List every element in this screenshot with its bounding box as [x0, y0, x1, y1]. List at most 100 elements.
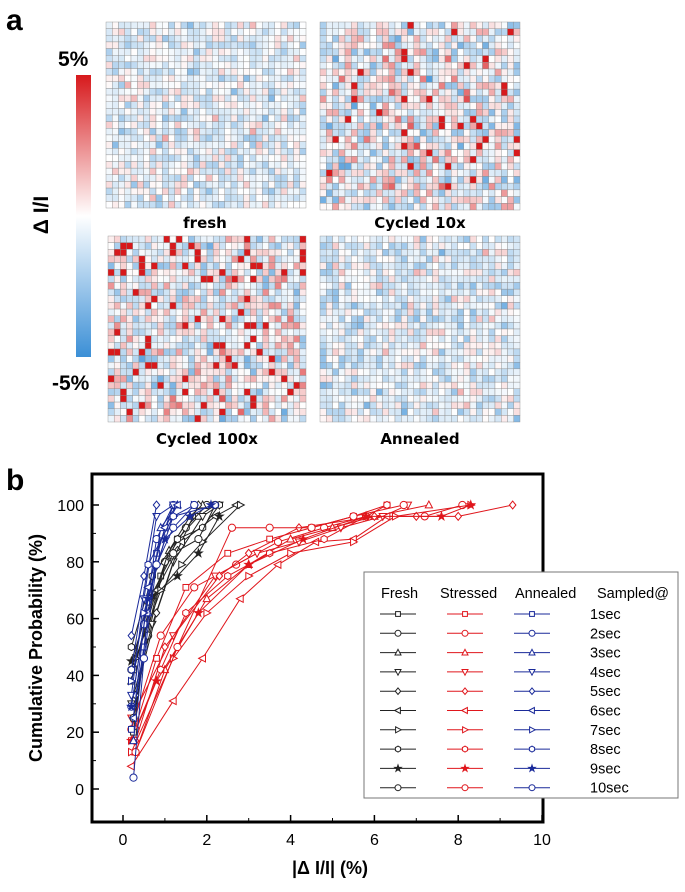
heatmap-cell [169, 375, 177, 383]
heatmap-cell [363, 62, 371, 70]
heatmap-cell [144, 308, 152, 316]
heatmap-cell [482, 28, 489, 36]
heatmap-cell [218, 148, 225, 156]
heatmap-cell [463, 176, 471, 184]
heatmap-cell [432, 308, 439, 316]
heatmap-cell [132, 328, 140, 336]
heatmap-cell [451, 282, 458, 290]
heatmap-cell [494, 122, 502, 130]
marker-circle [394, 784, 402, 792]
heatmap-cell [256, 255, 263, 263]
heatmap-cell [206, 255, 214, 263]
heatmap-cell [482, 308, 489, 316]
heatmap-cell [407, 328, 414, 336]
marker-triangle-left [197, 653, 206, 663]
heatmap-cell [432, 55, 439, 63]
heatmap-cell [168, 121, 175, 129]
heatmap-cell [193, 41, 200, 49]
heatmap-cell [482, 282, 489, 290]
heatmap-cell [193, 114, 200, 122]
heatmap-cell [174, 167, 182, 175]
heatmap-cell [199, 167, 207, 175]
heatmap-cell [463, 162, 471, 170]
heatmap-cell [388, 95, 396, 103]
heatmap-cell [507, 302, 514, 310]
heatmap-cell [444, 375, 452, 383]
heatmap-cell [143, 48, 150, 56]
heatmap-cell [394, 401, 402, 409]
heatmap-cell [237, 235, 245, 243]
heatmap-cell [351, 322, 358, 330]
heatmap-cell [163, 335, 171, 343]
heatmap-cell [476, 255, 483, 263]
heatmap-cell [407, 162, 414, 170]
heatmap-cell [388, 275, 396, 283]
heatmap-cell [407, 388, 414, 396]
heatmap-cell [168, 88, 175, 96]
heatmap-cell [137, 154, 144, 162]
heatmap-cell [513, 249, 521, 257]
heatmap-cell [451, 162, 458, 170]
heatmap-cell [105, 167, 113, 175]
heatmap-cell [281, 368, 288, 376]
heatmap-cell [413, 35, 421, 43]
heatmap-cell [237, 121, 244, 129]
heatmap-cell [369, 368, 377, 376]
heatmap-cell [218, 108, 225, 116]
heatmap-cell [138, 235, 146, 243]
heatmap-cell [274, 368, 282, 376]
heatmap-cell [212, 74, 219, 82]
heatmap-cell [175, 355, 183, 363]
heatmap-cell [205, 28, 213, 36]
x-tick-label: 0 [119, 832, 128, 849]
heatmap-cell [494, 75, 502, 83]
heatmap-cell [469, 368, 477, 376]
heatmap-cell [105, 121, 113, 129]
heatmap-cell [205, 48, 213, 56]
heatmap-cell [262, 28, 269, 36]
heatmap-cell [494, 203, 502, 211]
heatmap-cell [293, 322, 301, 330]
heatmap-cell [124, 21, 132, 29]
heatmap-cell [249, 101, 257, 109]
heatmap-cell [118, 201, 125, 209]
heatmap-cell [194, 368, 202, 376]
heatmap-cell [130, 161, 138, 169]
heatmap-cell [182, 355, 189, 363]
heatmap-cell [482, 335, 489, 343]
heatmap-cell [476, 302, 483, 310]
heatmap-cell [401, 21, 408, 29]
heatmap-cell [488, 415, 496, 423]
heatmap-cell [369, 395, 377, 403]
heatmap-cell [407, 189, 414, 197]
heatmap-cell [494, 156, 502, 164]
heatmap-cell [469, 48, 477, 56]
heatmap-cell [120, 242, 127, 250]
heatmap-cell [162, 167, 169, 175]
heatmap-cell [513, 182, 521, 191]
heatmap-cell [268, 368, 276, 376]
heatmap-cell [338, 196, 346, 204]
heatmap-cell [268, 295, 276, 303]
heatmap-cell [476, 82, 483, 90]
heatmap-cell [180, 41, 188, 49]
heatmap-cell [507, 135, 514, 144]
heatmap-cell [105, 201, 113, 209]
marker-diamond [454, 511, 463, 522]
heatmap-cell [332, 328, 339, 336]
heatmap-cell [130, 55, 138, 63]
heatmap-cell [274, 28, 282, 36]
heatmap-cell [507, 408, 514, 416]
heatmap-cell [344, 242, 352, 250]
heatmap-cell [243, 148, 250, 156]
heatmap-cell [469, 55, 477, 63]
heatmap-cell [126, 249, 133, 257]
heatmap-cell [132, 395, 140, 403]
heatmap-cell [118, 167, 125, 175]
heatmap-cell [243, 61, 250, 69]
heatmap-cell [107, 342, 115, 350]
heatmap-cell [188, 408, 195, 416]
heatmap-cell [188, 348, 195, 356]
heatmap-cell [426, 302, 433, 310]
heatmap-cell [344, 48, 352, 56]
